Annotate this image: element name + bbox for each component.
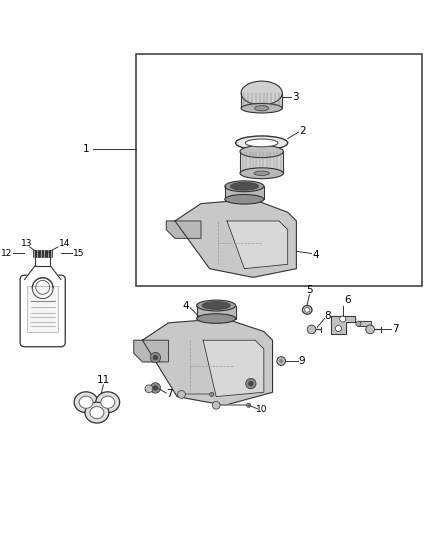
Text: 15: 15 [73,249,84,258]
Polygon shape [203,340,264,397]
Circle shape [150,383,161,393]
Ellipse shape [79,396,93,408]
Polygon shape [227,221,288,269]
Ellipse shape [236,136,288,150]
Text: 8: 8 [324,311,331,320]
Text: 14: 14 [59,239,70,248]
Ellipse shape [245,139,278,147]
Polygon shape [240,151,283,173]
Ellipse shape [303,305,312,314]
Text: 6: 6 [344,295,351,305]
Text: 2: 2 [300,126,306,136]
Circle shape [153,355,158,360]
Bar [136,54,422,286]
Text: 4: 4 [183,301,189,311]
Bar [35,255,50,266]
Circle shape [145,385,153,393]
Polygon shape [358,321,371,326]
Text: 1: 1 [83,144,89,155]
FancyBboxPatch shape [20,275,65,347]
Ellipse shape [304,308,310,312]
Ellipse shape [255,106,268,111]
Ellipse shape [254,171,269,175]
Circle shape [246,378,256,389]
Circle shape [336,326,342,332]
Polygon shape [241,93,282,108]
Circle shape [279,359,283,363]
Circle shape [340,316,346,322]
Text: 3: 3 [292,92,299,102]
Ellipse shape [85,402,109,423]
Circle shape [153,385,158,391]
Bar [27,286,58,332]
Text: 10: 10 [255,405,267,414]
Bar [33,250,52,257]
Polygon shape [331,317,355,334]
Ellipse shape [197,314,236,324]
Polygon shape [134,340,169,362]
Ellipse shape [202,302,230,310]
Polygon shape [197,305,236,319]
Text: 7: 7 [166,390,173,399]
Polygon shape [142,319,272,405]
Text: 7: 7 [392,325,399,334]
Polygon shape [166,221,201,238]
Text: 13: 13 [21,239,32,248]
Circle shape [212,401,220,409]
Ellipse shape [240,168,283,179]
Text: 4: 4 [313,250,319,260]
Text: 12: 12 [1,249,13,258]
Text: 5: 5 [306,285,313,295]
Polygon shape [175,199,297,277]
Circle shape [150,352,161,363]
Circle shape [277,357,286,365]
Circle shape [248,381,254,386]
Ellipse shape [74,392,98,413]
Circle shape [366,325,374,334]
Polygon shape [25,266,61,279]
Polygon shape [225,186,264,199]
Ellipse shape [197,300,236,311]
Circle shape [247,403,251,407]
Ellipse shape [90,407,104,419]
Text: 11: 11 [97,375,110,385]
Ellipse shape [101,396,115,408]
Circle shape [210,392,214,397]
Text: 9: 9 [299,356,305,366]
Ellipse shape [225,195,264,204]
Ellipse shape [241,103,282,113]
Ellipse shape [230,182,258,190]
Ellipse shape [96,392,120,413]
Circle shape [356,321,361,326]
Circle shape [307,325,316,334]
Ellipse shape [240,146,283,158]
Ellipse shape [225,181,264,192]
Ellipse shape [241,81,282,105]
Circle shape [177,391,185,398]
